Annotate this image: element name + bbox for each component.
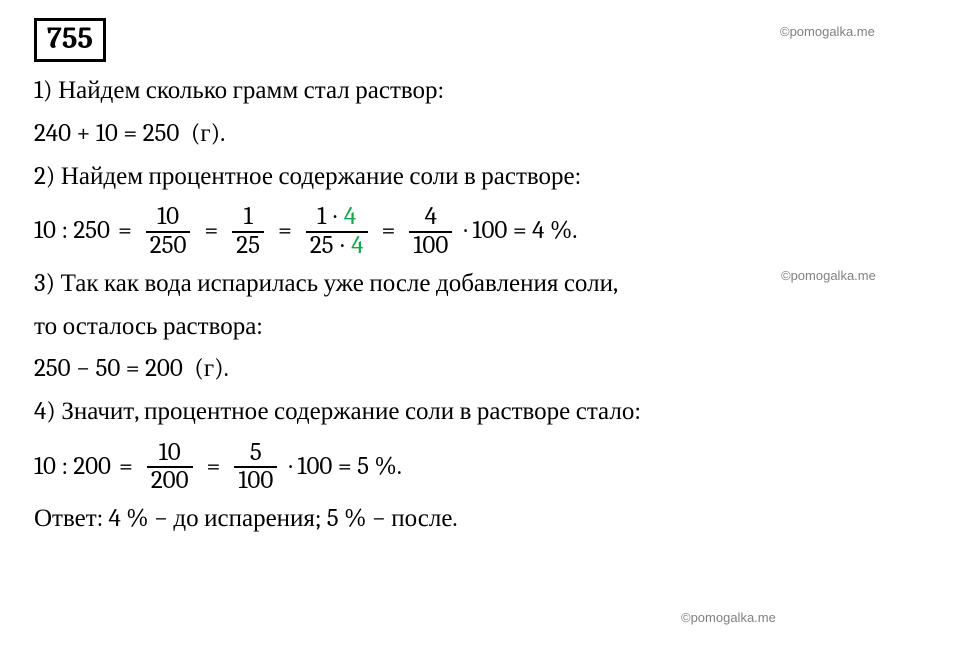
step1-expr-unit: (г). xyxy=(191,119,226,148)
step4-lead: 10 : 200 xyxy=(34,448,111,487)
step2-label: 2) Найдем процентное содержание соли в р… xyxy=(34,158,908,197)
watermark-text: ©pomogalka.me xyxy=(781,268,876,283)
eq-sign: = xyxy=(278,212,292,251)
step2-frac4: 4 100 xyxy=(409,204,452,259)
mult-dot-icon: · xyxy=(341,231,344,260)
step2-frac2: 1 25 xyxy=(232,204,264,259)
frac-num: 4 xyxy=(421,204,441,230)
frac-num: 1 · 4 xyxy=(313,204,360,230)
f3-den-b: 4 xyxy=(351,231,363,260)
f3-num-a: 1 xyxy=(317,202,326,231)
watermark-text: ©pomogalka.me xyxy=(681,610,776,625)
step2-lead: 10 : 250 xyxy=(34,212,110,251)
step2-frac3: 1 · 4 25 · 4 xyxy=(306,204,368,259)
frac-den: 25 xyxy=(232,231,264,259)
step3-expr-unit: (г). xyxy=(194,354,229,383)
step1-expr-left: 240 + 10 = 250 xyxy=(34,119,179,148)
step3-expr-left: 250 − 50 = 200 xyxy=(34,354,183,383)
frac-num: 10 xyxy=(155,440,185,466)
frac-num: 10 xyxy=(153,204,183,230)
answer-line: Ответ: 4 % − до испарения; 5 % − после. xyxy=(34,500,908,539)
eq-sign: = xyxy=(204,212,218,251)
frac-den: 100 xyxy=(409,231,452,259)
frac-den: 100 xyxy=(234,466,277,494)
frac-den: 25 · 4 xyxy=(306,231,368,259)
step3-expression: 250 − 50 = 200 (г). xyxy=(34,350,908,389)
problem-number-box: 755 xyxy=(34,18,106,62)
step2-frac1: 10 250 xyxy=(146,204,191,259)
eq-sign: = xyxy=(207,448,221,487)
step3-label-a: 3) Так как вода испарилась уже после доб… xyxy=(34,265,908,304)
watermark-text: ©pomogalka.me xyxy=(780,24,875,39)
f3-num-b: 4 xyxy=(344,202,356,231)
step2-tail: · 100 = 4 %. xyxy=(464,212,577,251)
eq-sign: = xyxy=(118,212,132,251)
step4-frac2: 5 100 xyxy=(234,440,277,495)
step4-expression: 10 : 200 = 10 200 = 5 100 · 100 = 5 %. xyxy=(34,440,908,495)
step2-expression: 10 : 250 = 10 250 = 1 25 = 1 · 4 25 · 4 … xyxy=(34,204,908,259)
mult-dot-icon: · xyxy=(334,202,337,231)
frac-den: 250 xyxy=(146,231,191,259)
eq-sign: = xyxy=(382,212,396,251)
step1-label: 1) Найдем сколько грамм стал раствор: xyxy=(34,72,908,111)
frac-den: 200 xyxy=(147,466,193,494)
f3-den-a: 25 xyxy=(310,231,334,260)
eq-sign: = xyxy=(119,448,133,487)
frac-num: 1 xyxy=(240,204,257,230)
step3-label-b: то осталось раствора: xyxy=(34,308,908,347)
step1-expression: 240 + 10 = 250 (г). xyxy=(34,115,908,154)
step4-tail: · 100 = 5 %. xyxy=(289,448,402,487)
step4-frac1: 10 200 xyxy=(147,440,193,495)
frac-num: 5 xyxy=(246,440,266,466)
step4-label: 4) Значит, процентное содержание соли в … xyxy=(34,393,908,432)
